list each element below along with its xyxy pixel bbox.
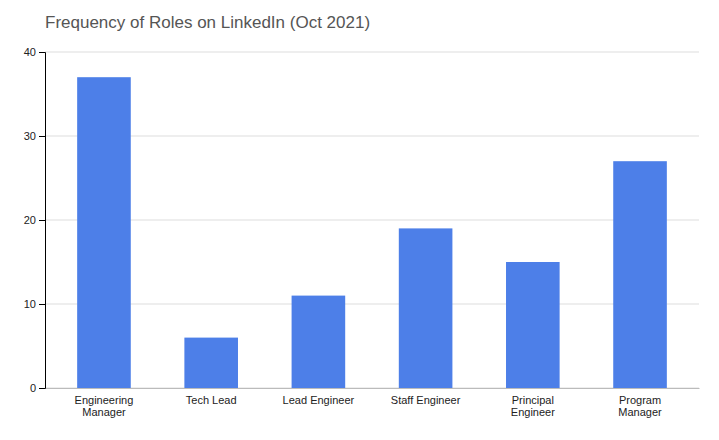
- grid: [45, 52, 699, 388]
- x-tick-label: PrincipalEngineer: [511, 394, 555, 419]
- x-tick-label-line: Staff Engineer: [391, 394, 461, 406]
- x-tick-label: ProgramManager: [618, 394, 662, 419]
- y-tick: 20: [24, 214, 45, 226]
- y-tick-label: 10: [24, 298, 36, 310]
- y-tick-label: 0: [30, 382, 36, 394]
- y-axis: 0 10 20 30 40: [24, 46, 46, 394]
- y-tick-mark: [39, 52, 45, 53]
- y-tick-mark: [39, 304, 45, 305]
- grid-line: [45, 304, 699, 305]
- x-tick: Staff Engineer: [391, 388, 461, 406]
- x-tick: Lead Engineer: [283, 388, 355, 406]
- bar: [184, 338, 238, 388]
- axis-line: [46, 388, 700, 389]
- chart-svg: EngineeringManagerTech LeadLead Engineer…: [0, 0, 719, 440]
- grid-line: [45, 52, 699, 53]
- grid-line: [45, 136, 699, 137]
- bars: [77, 77, 667, 388]
- x-tick-label-line: Program: [619, 394, 661, 406]
- title: Frequency of Roles on LinkedIn (Oct 2021…: [45, 13, 370, 32]
- y-tick: 40: [24, 46, 45, 58]
- bar: [506, 262, 560, 388]
- x-tick-label-line: Engineering: [75, 394, 134, 406]
- x-tick-label-line: Manager: [618, 406, 662, 418]
- bar: [77, 77, 131, 388]
- x-tick-label-line: Lead Engineer: [283, 394, 355, 406]
- y-tick-mark: [39, 136, 45, 137]
- x-tick-label: Lead Engineer: [283, 394, 355, 406]
- bar: [292, 296, 346, 388]
- x-tick: ProgramManager: [618, 388, 662, 418]
- x-tick-label-line: Manager: [82, 406, 126, 418]
- x-tick: Tech Lead: [186, 388, 237, 406]
- grid-line: [45, 388, 699, 389]
- x-tick-label-line: Principal: [512, 394, 554, 406]
- y-tick-label: 20: [24, 214, 36, 226]
- x-tick-label-line: Tech Lead: [186, 394, 237, 406]
- x-tick-label: Tech Lead: [186, 394, 237, 406]
- grid-line: [45, 220, 699, 221]
- x-tick-label: EngineeringManager: [75, 394, 134, 419]
- x-tick-label: Staff Engineer: [391, 394, 461, 406]
- bar: [399, 228, 453, 388]
- y-tick: 10: [24, 298, 45, 310]
- x-tick-label-line: Engineer: [511, 406, 555, 418]
- y-tick-mark: [39, 220, 45, 221]
- x-tick: PrincipalEngineer: [511, 388, 555, 418]
- y-tick: 30: [24, 130, 45, 142]
- y-tick-label: 30: [24, 130, 36, 142]
- x-tick: EngineeringManager: [75, 388, 134, 418]
- y-tick-mark: [39, 388, 45, 389]
- y-tick-label: 40: [24, 46, 36, 58]
- y-tick: 0: [30, 382, 45, 394]
- bar: [613, 161, 667, 388]
- axis-line: [39, 53, 46, 389]
- chart-container: EngineeringManagerTech LeadLead Engineer…: [0, 0, 719, 440]
- x-axis: EngineeringManagerTech LeadLead Engineer…: [46, 388, 700, 418]
